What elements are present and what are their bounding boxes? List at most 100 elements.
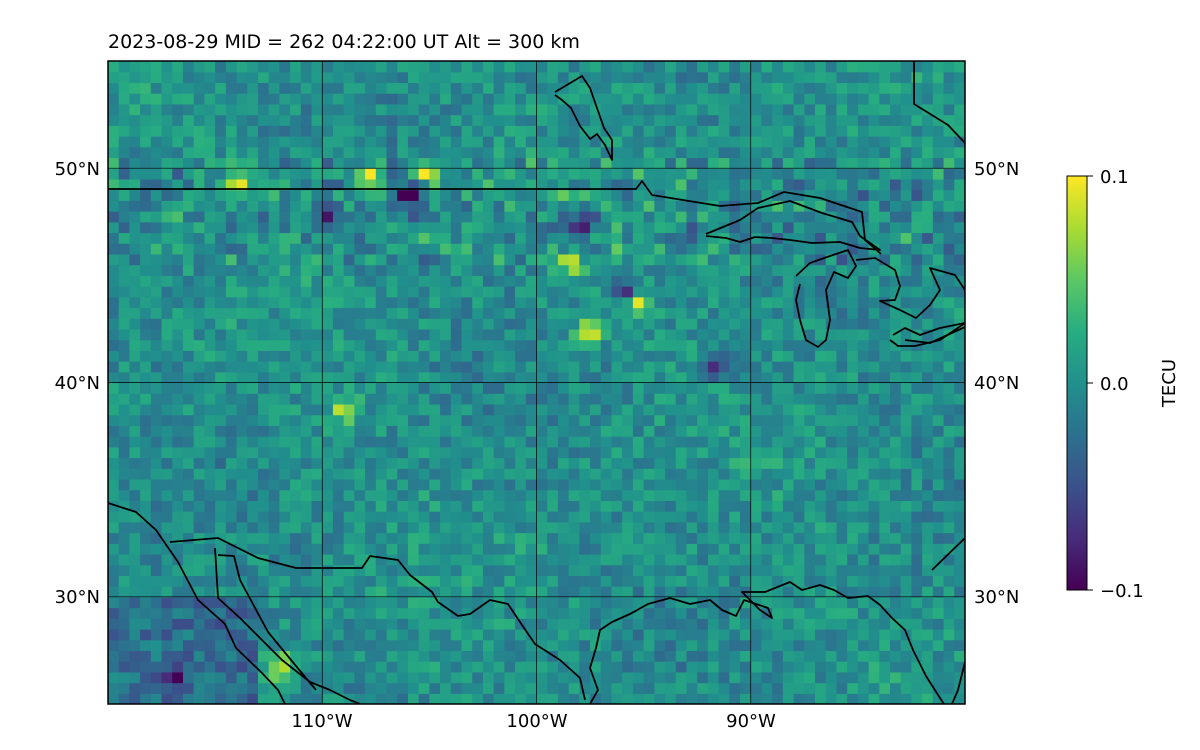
heatmap-cell bbox=[557, 650, 570, 662]
heatmap-cell bbox=[193, 564, 206, 576]
heatmap-cell bbox=[215, 650, 227, 662]
heatmap-cell bbox=[150, 125, 163, 137]
heatmap-cell bbox=[300, 564, 313, 576]
heatmap-cell bbox=[375, 414, 388, 426]
heatmap-cell bbox=[450, 414, 463, 426]
heatmap-cell bbox=[804, 125, 816, 137]
heatmap-cell bbox=[804, 586, 816, 598]
heatmap-cell bbox=[847, 500, 859, 512]
heatmap-cell bbox=[772, 586, 784, 598]
heatmap-cell bbox=[247, 61, 259, 73]
heatmap-cell bbox=[943, 511, 955, 523]
heatmap-cell bbox=[900, 564, 913, 576]
heatmap-cell bbox=[815, 575, 827, 587]
heatmap-cell bbox=[665, 586, 677, 598]
heatmap-cell bbox=[900, 532, 913, 544]
heatmap-cell bbox=[472, 71, 484, 84]
heatmap-cell bbox=[600, 425, 613, 437]
heatmap-cell bbox=[932, 93, 945, 105]
heatmap-cell bbox=[375, 553, 388, 566]
heatmap-cell bbox=[557, 168, 570, 180]
heatmap-cell bbox=[311, 618, 323, 630]
heatmap-cell bbox=[643, 61, 655, 73]
heatmap-cell bbox=[525, 361, 538, 373]
heatmap-cell bbox=[622, 211, 634, 223]
heatmap-cell bbox=[665, 286, 677, 298]
heatmap-cell bbox=[450, 693, 463, 704]
heatmap-cell bbox=[782, 564, 795, 576]
heatmap-cell bbox=[172, 489, 184, 501]
heatmap-cell bbox=[204, 553, 216, 566]
heatmap-cell bbox=[300, 500, 313, 512]
heatmap-cell bbox=[890, 478, 902, 491]
heatmap-cell bbox=[772, 318, 784, 330]
heatmap-cell bbox=[654, 168, 666, 180]
heatmap-cell bbox=[890, 468, 902, 480]
heatmap-cell bbox=[922, 436, 934, 448]
heatmap-cell bbox=[482, 168, 495, 180]
heatmap-cell bbox=[761, 553, 773, 566]
heatmap-cell bbox=[450, 307, 463, 319]
heatmap-cell bbox=[557, 114, 570, 126]
heatmap-cell bbox=[108, 275, 120, 287]
heatmap-cell bbox=[632, 393, 645, 405]
heatmap-cell bbox=[482, 521, 495, 534]
heatmap-cell bbox=[697, 328, 709, 341]
heatmap-cell bbox=[804, 189, 816, 201]
heatmap-cell bbox=[482, 328, 495, 341]
heatmap-cell bbox=[397, 532, 409, 544]
heatmap-cell bbox=[643, 275, 655, 287]
heatmap-cell bbox=[943, 650, 955, 662]
heatmap-cell bbox=[815, 275, 827, 287]
heatmap-cell bbox=[418, 211, 430, 223]
heatmap-cell bbox=[450, 136, 463, 148]
heatmap-cell bbox=[472, 318, 484, 330]
heatmap-cell bbox=[225, 146, 238, 159]
heatmap-cell bbox=[654, 82, 666, 94]
heatmap-cell bbox=[482, 618, 495, 630]
heatmap-cell bbox=[943, 382, 955, 394]
heatmap-cell bbox=[718, 628, 730, 641]
heatmap-cell bbox=[118, 146, 131, 159]
heatmap-cell bbox=[740, 382, 752, 394]
heatmap-cell bbox=[193, 253, 206, 266]
heatmap-cell bbox=[707, 553, 720, 566]
heatmap-cell bbox=[397, 361, 409, 373]
heatmap-cell bbox=[729, 650, 741, 662]
heatmap-cell bbox=[525, 114, 538, 126]
heatmap-cell bbox=[429, 639, 441, 652]
heatmap-cell bbox=[150, 93, 163, 105]
heatmap-cell bbox=[622, 157, 634, 169]
heatmap-cell bbox=[279, 146, 291, 159]
heatmap-cell bbox=[911, 553, 923, 566]
heatmap-cell bbox=[108, 639, 120, 652]
heatmap-cell bbox=[429, 361, 441, 373]
heatmap-cell bbox=[247, 650, 259, 662]
heatmap-cell bbox=[407, 457, 420, 469]
heatmap-cell bbox=[665, 296, 677, 309]
heatmap-cell bbox=[772, 125, 784, 137]
heatmap-cell bbox=[440, 607, 452, 619]
heatmap-cell bbox=[343, 586, 355, 598]
heatmap-cell bbox=[332, 71, 345, 84]
heatmap-cell bbox=[504, 286, 516, 298]
heatmap-cell bbox=[868, 553, 880, 566]
heatmap-cell bbox=[193, 114, 206, 126]
heatmap-cell bbox=[547, 243, 559, 255]
heatmap-cell bbox=[718, 414, 730, 426]
heatmap-cell bbox=[750, 500, 763, 512]
heatmap-cell bbox=[707, 478, 720, 491]
heatmap-cell bbox=[365, 403, 377, 416]
lake-superior bbox=[705, 200, 881, 251]
heatmap-cell bbox=[150, 328, 163, 341]
heatmap-cell bbox=[579, 564, 591, 576]
heatmap-cell bbox=[847, 382, 859, 394]
heatmap-cell bbox=[750, 114, 763, 126]
heatmap-cell bbox=[429, 521, 441, 534]
heatmap-cell bbox=[954, 628, 965, 641]
heatmap-cell bbox=[707, 436, 720, 448]
heatmap-cell bbox=[686, 361, 698, 373]
heatmap-cell bbox=[268, 511, 280, 523]
heatmap-cell bbox=[868, 125, 880, 137]
heatmap-cell bbox=[611, 339, 623, 351]
